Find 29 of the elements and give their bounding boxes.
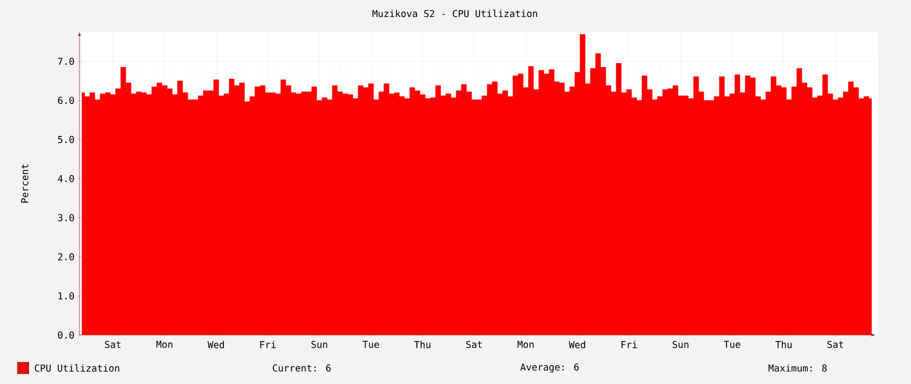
x-tick-label: Wed (208, 340, 224, 348)
text: Average: 6 (520, 363, 579, 373)
y-tick-label: 6.0 (58, 96, 74, 104)
x-tick-label: Thu (775, 340, 792, 348)
y-tick-label: 1.0 (58, 292, 74, 300)
text: Maximum: 8 (768, 364, 827, 372)
x-tick-label: Tue (362, 340, 380, 348)
y-tick-label: 0.0 (58, 331, 74, 339)
y-axis-title: Percent (21, 164, 28, 203)
x-tick-label: Tue (724, 340, 740, 348)
x-tick-label: Mon (518, 340, 534, 348)
x-tick-label: Sun (672, 340, 688, 348)
y-tick-label: 3.0 (58, 214, 74, 222)
x-tick-label: Mon (156, 340, 172, 348)
x-tick-label: Sat (828, 340, 844, 348)
y-tick-label: 5.0 (58, 136, 74, 144)
x-tick-label: Fri (622, 340, 637, 348)
chart-title: Muzikova S2 - CPU Utilization (372, 10, 538, 18)
x-tick-label: Sun (311, 340, 328, 348)
x-tick-label: Sat (466, 340, 482, 348)
x-tick-label: Wed (568, 340, 586, 348)
y-tick-label: 4.0 (58, 175, 74, 182)
text: Current: 6 (272, 364, 331, 372)
legend-label: CPU Utilization (34, 364, 120, 372)
x-tick-label: Fri (260, 340, 276, 348)
y-tick-label: 2.0 (58, 253, 74, 260)
x-tick-label: Thu (414, 340, 430, 348)
y-tick-label: 7.0 (58, 58, 74, 65)
x-tick-label: Sat (105, 340, 121, 348)
